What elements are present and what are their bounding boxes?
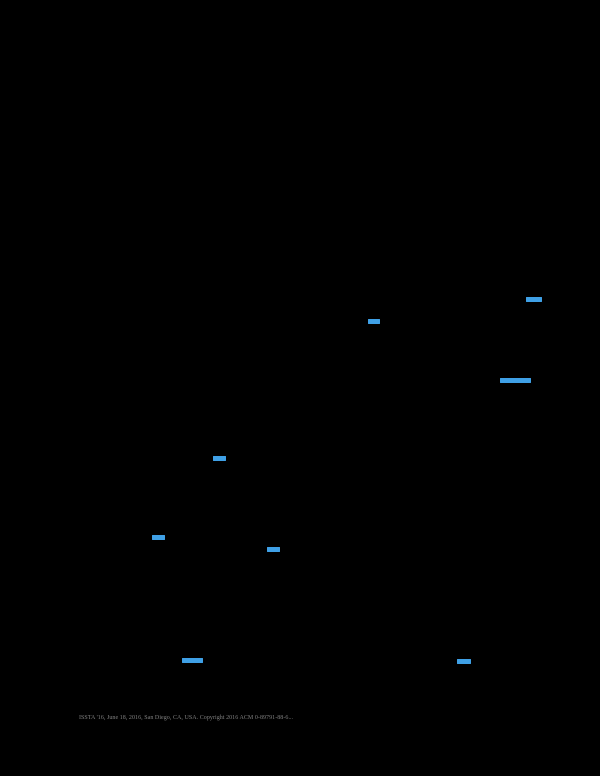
link-fragment-link-4[interactable]: [213, 456, 226, 461]
link-fragment-link-7[interactable]: [182, 658, 203, 663]
link-fragment-link-8[interactable]: [457, 659, 471, 664]
link-fragment-link-1[interactable]: [526, 297, 542, 302]
link-fragment-link-2[interactable]: [368, 319, 380, 324]
link-fragment-link-6[interactable]: [267, 547, 280, 552]
link-fragment-link-3[interactable]: [500, 378, 531, 383]
copyright-footer: ISSTA '16, June 18, 2016, San Diego, CA,…: [79, 715, 294, 721]
link-fragment-link-5[interactable]: [152, 535, 165, 540]
